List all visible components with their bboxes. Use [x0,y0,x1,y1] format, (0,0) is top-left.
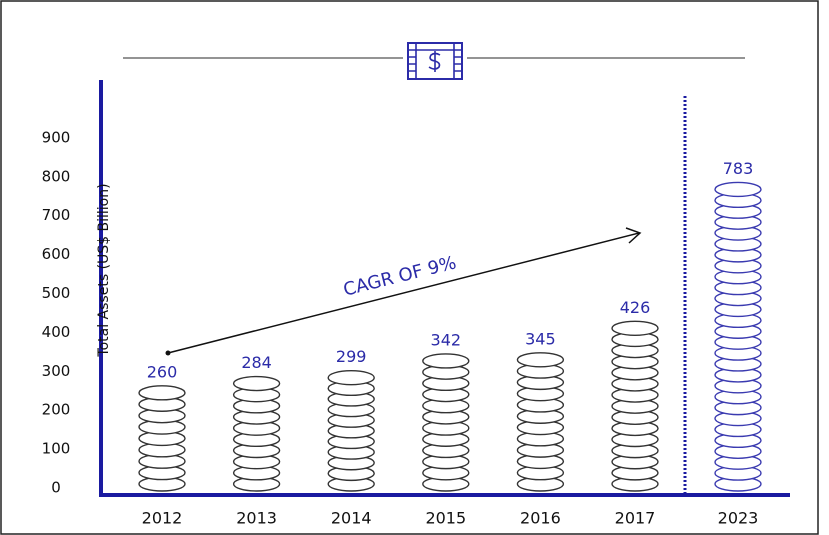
bar [611,320,659,492]
bar [714,181,762,492]
x-tick-label: 2016 [520,509,561,528]
header-icon [123,42,745,80]
value-label: 299 [336,347,367,366]
bar [138,385,186,492]
value-label: 342 [431,330,462,349]
x-tick-label: 2023 [718,509,759,528]
value-label: 260 [147,362,178,381]
y-tick-label: 400 [42,323,71,341]
x-tick-label: 2014 [331,509,372,528]
trend-arrow [165,227,642,356]
y-axis-label: Total Assets (US$ Billion) [96,183,112,357]
x-tick-label: 2017 [615,509,656,528]
value-label: 426 [620,298,651,317]
value-label: 345 [525,329,556,348]
y-tick-label: 900 [42,128,71,146]
bar [422,353,470,492]
y-tick-label: 0 [51,479,61,497]
value-label: 284 [241,353,272,372]
x-tick-label: 2013 [236,509,277,528]
y-tick-label: 500 [42,284,71,302]
bar [327,369,375,492]
y-tick-label: 800 [42,167,71,185]
bar [232,375,281,492]
x-tick-label: 2015 [425,509,466,528]
y-tick-label: 200 [42,401,71,419]
x-tick-label: 2012 [142,509,183,528]
bar [516,352,565,492]
y-tick-label: 300 [42,362,71,380]
y-tick-label: 600 [42,245,71,263]
y-tick-label: 700 [42,206,71,224]
value-label: 783 [723,159,754,178]
y-tick-label: 100 [42,440,71,458]
